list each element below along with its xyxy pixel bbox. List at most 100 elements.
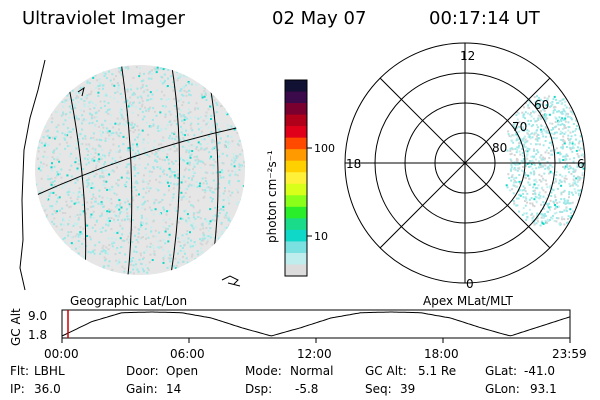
emission-pixel — [214, 206, 216, 209]
emission-pixel — [45, 245, 48, 248]
emission-pixel — [63, 259, 66, 262]
emission-pixel — [199, 182, 202, 185]
emission-pixel — [112, 157, 115, 160]
emission-pixel — [568, 126, 571, 129]
emission-pixel — [542, 114, 544, 116]
emission-pixel — [540, 130, 543, 133]
emission-pixel — [103, 154, 106, 157]
emission-pixel — [579, 209, 582, 212]
emission-pixel — [135, 238, 138, 241]
emission-pixel — [98, 70, 101, 73]
longitude-line — [167, 65, 180, 275]
emission-pixel — [511, 188, 514, 191]
emission-pixel — [520, 180, 523, 183]
emission-pixel — [109, 189, 112, 192]
emission-pixel — [152, 213, 155, 216]
emission-pixel — [118, 204, 121, 207]
emission-pixel — [129, 205, 132, 208]
emission-pixel — [102, 87, 104, 90]
emission-pixel — [527, 181, 530, 184]
emission-pixel — [164, 242, 167, 245]
emission-pixel — [225, 236, 228, 239]
emission-pixel — [511, 174, 514, 176]
emission-pixel — [120, 176, 123, 179]
emission-pixel — [57, 98, 60, 101]
emission-pixel — [523, 158, 526, 161]
emission-pixel — [145, 84, 148, 87]
emission-pixel — [560, 118, 563, 121]
emission-pixel — [532, 110, 534, 113]
emission-pixel — [57, 263, 60, 265]
emission-pixel — [175, 123, 178, 126]
emission-pixel — [586, 223, 588, 225]
emission-pixel — [169, 175, 171, 178]
emission-pixel — [236, 272, 239, 275]
emission-pixel — [560, 198, 563, 201]
emission-pixel — [92, 249, 95, 252]
emission-pixel — [103, 104, 106, 107]
emission-pixel — [211, 85, 214, 88]
emission-pixel — [117, 87, 119, 90]
emission-pixel — [54, 244, 57, 247]
emission-pixel — [554, 196, 557, 198]
emission-pixel — [212, 252, 215, 255]
emission-pixel — [213, 140, 216, 143]
emission-pixel — [541, 220, 543, 223]
emission-pixel — [42, 240, 45, 243]
emission-pixel — [43, 247, 46, 250]
emission-pixel — [237, 121, 240, 124]
emission-pixel — [39, 105, 42, 108]
emission-pixel — [506, 186, 509, 189]
emission-pixel — [549, 185, 552, 188]
emission-pixel — [96, 69, 99, 72]
emission-pixel — [97, 202, 100, 205]
emission-pixel — [51, 207, 54, 210]
emission-pixel — [561, 123, 564, 125]
emission-pixel — [586, 205, 588, 207]
emission-pixel — [106, 174, 109, 177]
emission-pixel — [206, 142, 209, 145]
emission-pixel — [46, 242, 48, 245]
emission-pixel — [140, 222, 142, 225]
emission-pixel — [213, 72, 216, 75]
emission-pixel — [164, 210, 167, 213]
emission-pixel — [195, 225, 198, 228]
emission-pixel — [56, 266, 59, 269]
emission-pixel — [539, 163, 542, 166]
emission-pixel — [119, 156, 122, 159]
emission-pixel — [168, 137, 171, 140]
emission-pixel — [212, 81, 215, 84]
emission-pixel — [548, 202, 551, 205]
emission-pixel — [147, 163, 149, 166]
emission-pixel — [83, 69, 86, 72]
emission-pixel — [187, 237, 190, 240]
emission-pixel — [133, 186, 136, 189]
emission-pixel — [588, 111, 590, 113]
emission-pixel — [209, 105, 212, 108]
emission-pixel — [521, 189, 524, 192]
emission-pixel — [221, 230, 224, 233]
emission-pixel — [516, 161, 519, 164]
emission-pixel — [171, 132, 173, 135]
emission-pixel — [68, 144, 71, 147]
emission-pixel — [50, 74, 53, 77]
emission-pixel — [232, 268, 235, 271]
emission-pixel — [585, 182, 587, 184]
emission-pixel — [111, 83, 114, 86]
emission-pixel — [86, 185, 89, 188]
emission-pixel — [542, 178, 545, 181]
emission-pixel — [514, 147, 517, 150]
emission-pixel — [177, 76, 180, 79]
emission-pixel — [588, 113, 590, 115]
emission-pixel — [99, 157, 102, 160]
emission-pixel — [86, 80, 89, 83]
emission-pixel — [174, 267, 177, 270]
emission-pixel — [114, 253, 117, 256]
emission-pixel — [239, 116, 242, 119]
emission-pixel — [75, 177, 78, 180]
emission-pixel — [553, 149, 556, 151]
emission-pixel — [205, 255, 208, 258]
emission-pixel — [152, 247, 155, 250]
emission-pixel — [572, 101, 574, 104]
emission-pixel — [55, 111, 58, 113]
